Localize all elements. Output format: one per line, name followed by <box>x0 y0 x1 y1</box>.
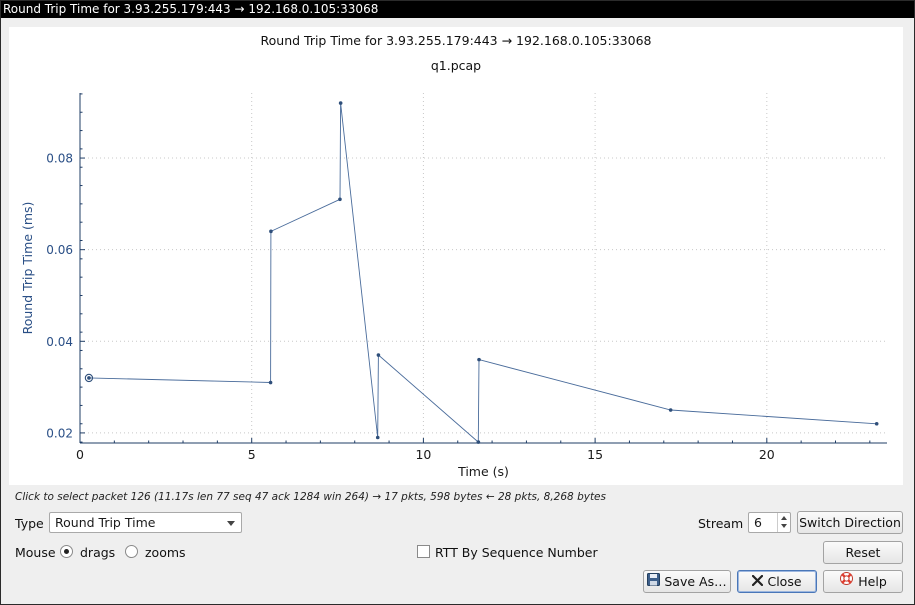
help-label: Help <box>858 574 887 589</box>
floppy-disk-icon <box>647 571 661 592</box>
data-point[interactable] <box>376 353 381 357</box>
y-tick-label: 0.02 <box>46 426 73 440</box>
data-point[interactable] <box>268 380 273 385</box>
data-point[interactable] <box>338 197 342 202</box>
chart-subtitle: q1.pcap <box>430 58 482 73</box>
y-tick-label: 0.08 <box>46 152 73 166</box>
type-label: Type <box>15 516 44 531</box>
x-tick-label: 5 <box>248 447 256 462</box>
stream-label: Stream <box>698 516 744 531</box>
window-title: Round Trip Time for 3.93.255.179:443 → 1… <box>1 1 914 18</box>
stream-spinbox[interactable]: 6 <box>748 512 791 533</box>
help-lifebuoy-icon <box>839 571 854 592</box>
plot-panel[interactable]: Round Trip Time for 3.93.255.179:443 → 1… <box>9 27 903 485</box>
zooms-radio[interactable] <box>125 545 138 558</box>
rtt-chart[interactable]: 0 5 10 15 20 0.02 0.04 0.06 0.08 Time (s) Round Tr… <box>9 27 903 485</box>
x-tick-label: 20 <box>759 447 775 462</box>
stepper-up-icon[interactable] <box>781 516 787 520</box>
y-tick-label: 0.04 <box>46 335 73 349</box>
close-label: Close <box>767 574 802 589</box>
type-select-value: Round Trip Time <box>55 515 156 530</box>
x-tick-label: 0 <box>76 447 84 462</box>
chevron-down-icon <box>227 521 235 526</box>
save-as-button[interactable]: Save As… <box>643 570 731 593</box>
data-point[interactable] <box>375 435 380 440</box>
y-axis-label: Round Trip Time (ms) <box>20 202 35 335</box>
close-icon <box>752 571 764 592</box>
data-point[interactable] <box>338 101 343 105</box>
x-axis-label: Time (s) <box>457 464 509 479</box>
type-select[interactable]: Round Trip Time <box>49 512 242 533</box>
save-as-label: Save As… <box>664 574 727 589</box>
stepper-down-icon[interactable] <box>781 524 787 528</box>
series-line <box>88 103 877 444</box>
data-point[interactable] <box>269 229 273 234</box>
help-button[interactable]: Help <box>823 570 903 593</box>
x-tick-label: 10 <box>415 447 431 462</box>
switch-direction-button[interactable]: Switch Direction <box>797 511 903 534</box>
close-button[interactable]: Close <box>737 570 817 593</box>
mouse-label: Mouse <box>15 545 56 560</box>
reset-button[interactable]: Reset <box>823 541 903 564</box>
status-hint: Click to select packet 126 (11.17s len 7… <box>15 491 606 503</box>
selected-point-marker[interactable] <box>84 373 94 383</box>
y-tick-label: 0.06 <box>46 243 73 257</box>
data-point[interactable] <box>668 408 673 412</box>
data-point[interactable] <box>477 357 481 362</box>
chart-title: Round Trip Time for 3.93.255.179:443 → 1… <box>260 33 652 48</box>
data-point[interactable] <box>476 440 481 444</box>
zooms-label[interactable]: zooms <box>145 545 186 560</box>
stream-stepper[interactable] <box>777 513 790 532</box>
drags-label[interactable]: drags <box>80 545 116 560</box>
rtt-by-seq-checkbox[interactable] <box>417 545 430 558</box>
drags-radio[interactable] <box>60 545 73 558</box>
x-tick-label: 15 <box>587 447 603 462</box>
stream-value: 6 <box>754 515 762 530</box>
data-point[interactable] <box>87 376 91 380</box>
rtt-by-seq-label[interactable]: RTT By Sequence Number <box>435 545 598 560</box>
data-point[interactable] <box>874 421 879 426</box>
